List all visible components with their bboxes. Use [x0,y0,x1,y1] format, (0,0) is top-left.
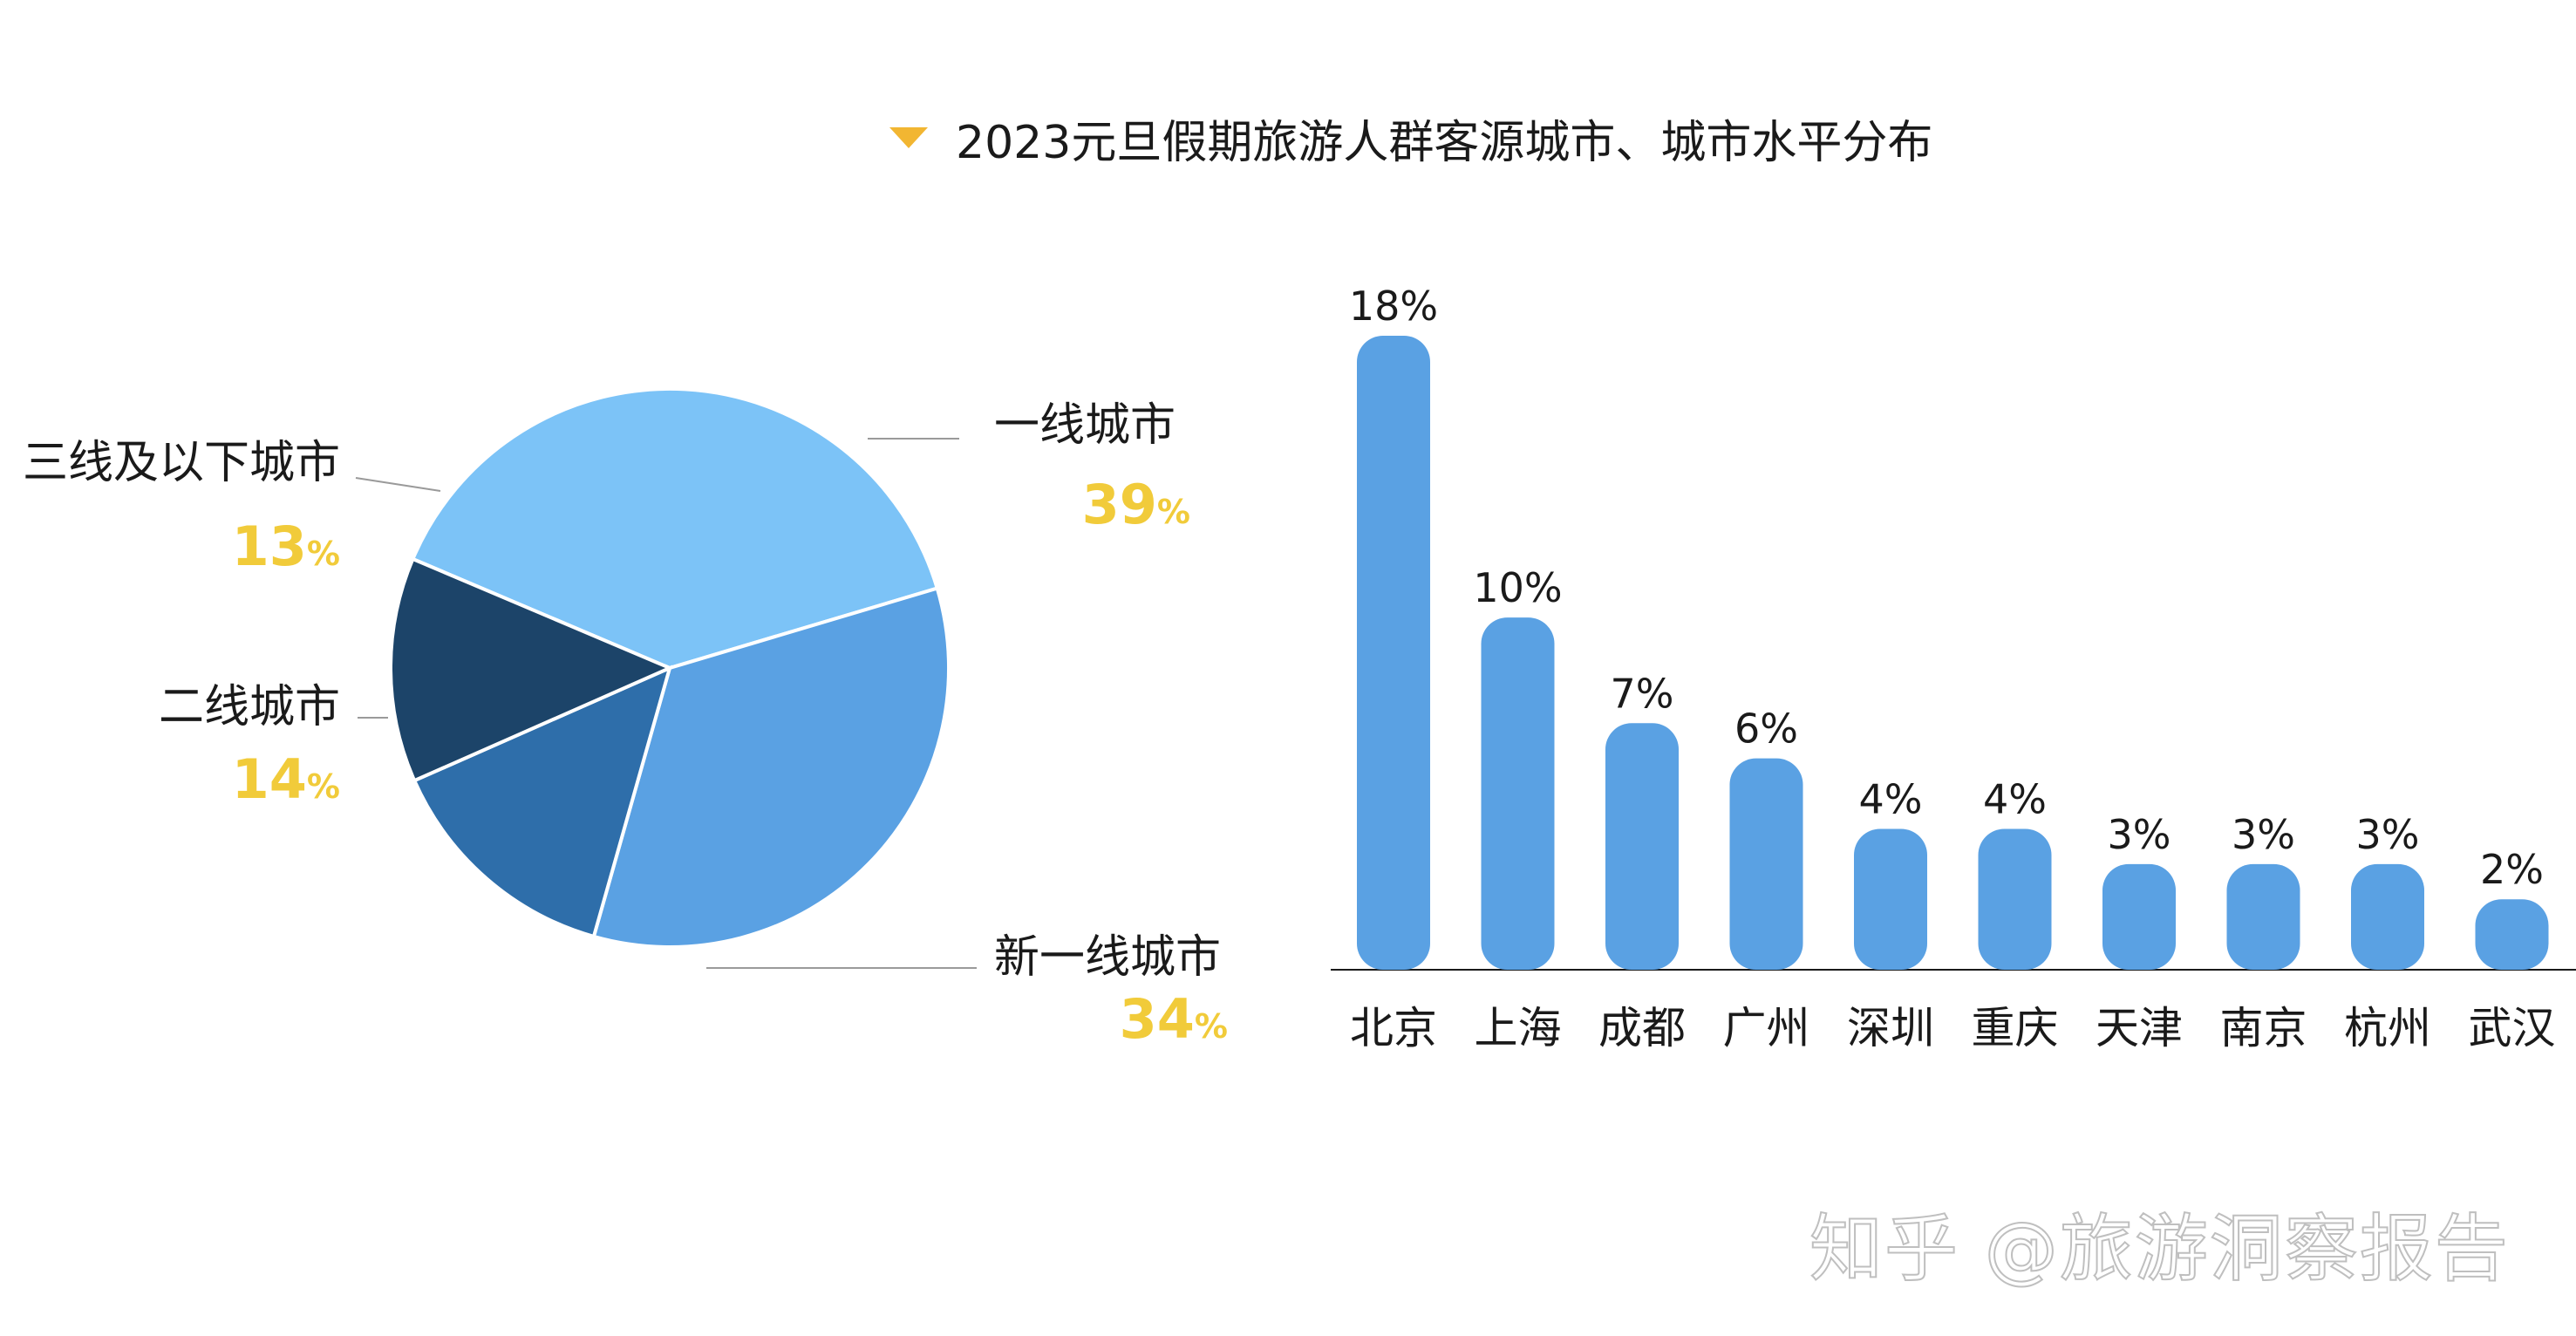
pie-slice-percent: 34% [1120,987,1228,1051]
bar-value-label: 4% [1983,775,2047,822]
bar-value-label: 3% [2108,811,2171,858]
title-text: 2023元旦假期旅游人群客源城市、城市水平分布 [956,116,1933,169]
x-tick-label: 重庆 [1972,1003,2059,1053]
bar-chart: 18% 北京 10% 上海 7% 成都 6% 广州 4% 深圳 4% 重庆 3% 天津 3% 南京 3% 杭州 2%… [1331,283,2576,1053]
bar-value-label: 2% [2480,846,2544,893]
title-marker-icon [889,127,928,148]
x-tick-label: 成都 [1598,1003,1686,1053]
leader-line [355,477,441,492]
pie-slice-percent: 14% [232,747,340,811]
pie-slice [388,556,675,783]
bar [1978,828,2052,970]
bar-value-label: 4% [1859,775,1923,822]
bar [2102,863,2176,970]
x-tick-label: 南京 [2220,1003,2307,1053]
bar [1357,336,1430,970]
x-tick-label: 武汉 [2469,1003,2556,1053]
bar [1481,617,1555,970]
bar-value-label: 7% [1611,670,1674,717]
x-tick-label: 深圳 [1847,1003,1934,1053]
pie-slice-label: 二线城市 [159,681,340,733]
bar-value-label: 3% [2356,811,2420,858]
bar-value-label: 18% [1349,283,1438,330]
bar-value-label: 10% [1473,564,1562,611]
x-tick-label: 北京 [1350,1003,1437,1053]
x-tick-label: 天津 [2096,1003,2183,1053]
pie-slice-label: 新一线城市 [994,931,1221,984]
bar-value-label: 6% [1734,705,1798,753]
pie-slice-percent: 13% [232,515,340,578]
x-tick-label: 上海 [1475,1003,1562,1053]
x-tick-label: 广州 [1723,1003,1810,1053]
bar [1854,828,1927,970]
pie-slice [412,665,673,939]
bar [2351,863,2424,970]
bar [2226,863,2300,970]
bar [2475,899,2549,970]
pie-slice-label: 三线及以下城市 [23,437,340,489]
bar-value-label: 3% [2232,811,2295,858]
pie-slice [591,586,951,949]
watermark: 知乎 @旅游洞察报告 [1809,1205,2510,1292]
chart-title: 2023元旦假期旅游人群客源城市、城市水平分布 [889,103,1932,173]
pie-slice [410,386,940,671]
pie-slice-percent: 39% [1082,473,1190,536]
x-tick-label: 杭州 [2344,1003,2431,1053]
bar [1729,758,1803,970]
bar [1605,723,1679,970]
pie-slice-label: 一线城市 [994,399,1176,452]
